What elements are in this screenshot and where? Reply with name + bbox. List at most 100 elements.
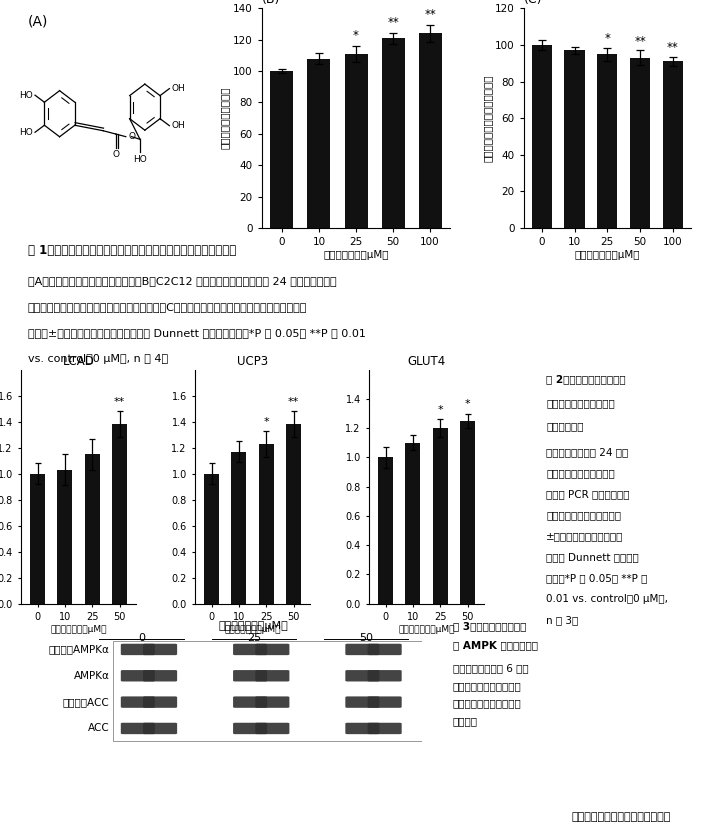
Text: HO: HO bbox=[20, 127, 33, 137]
X-axis label: ロスマリン酸（μM）: ロスマリン酸（μM） bbox=[324, 250, 388, 260]
FancyBboxPatch shape bbox=[367, 644, 402, 655]
Text: とした Dunnett 多重比較: とした Dunnett 多重比較 bbox=[546, 552, 639, 562]
Text: **: ** bbox=[424, 8, 436, 21]
Text: OH: OH bbox=[171, 122, 185, 130]
FancyBboxPatch shape bbox=[345, 722, 379, 734]
Text: **: ** bbox=[387, 16, 399, 28]
Text: **: ** bbox=[114, 397, 125, 407]
Bar bbox=[30, 473, 45, 603]
FancyBboxPatch shape bbox=[345, 670, 379, 681]
X-axis label: ロスマリン酸（μM）: ロスマリン酸（μM） bbox=[575, 250, 640, 260]
Title: GLUT4: GLUT4 bbox=[407, 355, 446, 369]
Text: 結果を示す。数値は平均値: 結果を示す。数値は平均値 bbox=[546, 510, 621, 520]
Text: OH: OH bbox=[171, 84, 185, 93]
FancyBboxPatch shape bbox=[233, 722, 267, 734]
FancyBboxPatch shape bbox=[233, 644, 267, 655]
Bar bbox=[286, 424, 301, 603]
Bar bbox=[532, 45, 552, 228]
Bar bbox=[307, 59, 331, 228]
Bar bbox=[405, 442, 420, 603]
Text: 後のタンパクをウエスタ: 後のタンパクをウエスタ bbox=[453, 681, 522, 691]
Text: ロスマリン酸処理 24 時間: ロスマリン酸処理 24 時間 bbox=[546, 447, 628, 457]
Text: vs. control（0 μM）, n ＝ 4。: vs. control（0 μM）, n ＝ 4。 bbox=[28, 354, 168, 364]
Bar bbox=[85, 454, 100, 603]
Text: た結果。: た結果。 bbox=[453, 716, 478, 727]
Text: HO: HO bbox=[133, 155, 147, 164]
Y-axis label: 脂肪酸酸化活性（％）: 脂肪酸酸化活性（％） bbox=[220, 87, 230, 149]
FancyBboxPatch shape bbox=[255, 696, 289, 708]
Title: LCAD: LCAD bbox=[63, 355, 94, 369]
Text: (B): (B) bbox=[262, 0, 280, 6]
Bar bbox=[378, 458, 393, 603]
Text: O: O bbox=[128, 132, 135, 141]
FancyBboxPatch shape bbox=[255, 644, 289, 655]
Text: 子の発現制御: 子の発現制御 bbox=[546, 422, 584, 431]
X-axis label: ロスマリン酸（μM）: ロスマリン酸（μM） bbox=[224, 625, 281, 634]
Text: HO: HO bbox=[20, 91, 33, 100]
Text: ロスマリン酸（μM）: ロスマリン酸（μM） bbox=[219, 621, 288, 631]
Bar bbox=[433, 428, 448, 603]
Bar bbox=[271, 71, 293, 228]
Text: O: O bbox=[112, 151, 119, 159]
Text: ACC: ACC bbox=[87, 723, 109, 733]
Text: エネルギー消費関連遅伝: エネルギー消費関連遅伝 bbox=[546, 398, 615, 408]
Text: 50: 50 bbox=[359, 633, 373, 643]
FancyBboxPatch shape bbox=[367, 696, 402, 708]
Text: 後の遅伝子発現をリアル: 後の遅伝子発現をリアル bbox=[546, 468, 615, 478]
Text: **: ** bbox=[634, 34, 646, 48]
Text: (C): (C) bbox=[524, 0, 542, 6]
Bar bbox=[419, 34, 441, 228]
Bar bbox=[112, 424, 127, 603]
Text: 図 3　ロスマリン酸によ: 図 3 ロスマリン酸によ bbox=[453, 621, 526, 631]
FancyBboxPatch shape bbox=[143, 722, 177, 734]
FancyBboxPatch shape bbox=[367, 670, 402, 681]
Bar bbox=[630, 58, 650, 228]
Bar bbox=[345, 54, 367, 228]
Title: UCP3: UCP3 bbox=[237, 355, 268, 369]
Bar bbox=[57, 470, 73, 603]
Text: 0.01 vs. control（0 μM）,: 0.01 vs. control（0 μM）, bbox=[546, 594, 668, 604]
Text: *: * bbox=[353, 29, 359, 42]
Text: *: * bbox=[465, 399, 470, 409]
Text: *: * bbox=[604, 32, 611, 45]
Bar bbox=[114, 641, 426, 741]
Text: **: ** bbox=[288, 397, 299, 407]
Bar bbox=[597, 54, 618, 228]
Text: タイム PCR 法で定量した: タイム PCR 法で定量した bbox=[546, 489, 630, 499]
FancyBboxPatch shape bbox=[121, 696, 155, 708]
FancyBboxPatch shape bbox=[143, 644, 177, 655]
FancyBboxPatch shape bbox=[143, 696, 177, 708]
Text: 図 2　ロスマリン酸による: 図 2 ロスマリン酸による bbox=[546, 375, 626, 385]
Text: （阿部大吾、齊藤武、野方洋一）: （阿部大吾、齊藤武、野方洋一） bbox=[572, 812, 671, 822]
Text: 0: 0 bbox=[138, 633, 145, 643]
FancyBboxPatch shape bbox=[143, 670, 177, 681]
Text: 図 1　ロスマリン酸による筋培養細胞のエネルギー消費促進効果: 図 1 ロスマリン酸による筋培養細胞のエネルギー消費促進効果 bbox=[28, 244, 236, 256]
Text: (A): (A) bbox=[27, 15, 48, 29]
Bar bbox=[381, 39, 405, 228]
FancyBboxPatch shape bbox=[233, 696, 267, 708]
Text: （A）ロスマリン酸の化学構造。　（B）C2C12 筋細胞をロスマリン酸で 24 時間処理した時: （A）ロスマリン酸の化学構造。 （B）C2C12 筋細胞をロスマリン酸で 24 … bbox=[28, 277, 336, 287]
Text: ±標準偏差。無処理を対照: ±標準偏差。無処理を対照 bbox=[546, 531, 623, 541]
Text: **: ** bbox=[667, 41, 679, 54]
Text: る AMPK 経路の活性化: る AMPK 経路の活性化 bbox=[453, 641, 538, 650]
Y-axis label: 培養上清グルコース濃度（％）: 培養上清グルコース濃度（％） bbox=[482, 75, 492, 162]
Text: リン酸化AMPKα: リン酸化AMPKα bbox=[49, 644, 109, 654]
Text: 平均値±標準偏差。無処理を対照とした Dunnett 多重比較検定。*P ＜ 0.05； **P ＜ 0.01: 平均値±標準偏差。無処理を対照とした Dunnett 多重比較検定。*P ＜ 0… bbox=[28, 328, 366, 338]
FancyBboxPatch shape bbox=[121, 670, 155, 681]
FancyBboxPatch shape bbox=[121, 644, 155, 655]
X-axis label: ロスマリン酸（μM）: ロスマリン酸（μM） bbox=[50, 625, 107, 634]
FancyBboxPatch shape bbox=[255, 670, 289, 681]
Text: 25: 25 bbox=[247, 633, 261, 643]
Bar bbox=[204, 473, 219, 603]
Bar bbox=[565, 50, 584, 228]
Text: ロスマリン酸処理 6 時間: ロスマリン酸処理 6 時間 bbox=[453, 664, 528, 674]
Text: リン酸化ACC: リン酸化ACC bbox=[63, 697, 109, 707]
Text: AMPKα: AMPKα bbox=[73, 670, 109, 680]
FancyBboxPatch shape bbox=[121, 722, 155, 734]
Text: の消費された脂肪酸（パルミチン酸）量。　（C）培養上清中の糖（グルコース）量。数値は: の消費された脂肪酸（パルミチン酸）量。 （C）培養上清中の糖（グルコース）量。数… bbox=[28, 303, 307, 313]
Bar bbox=[663, 61, 683, 228]
Text: *: * bbox=[264, 416, 269, 427]
Bar bbox=[231, 452, 247, 603]
Text: ンブロット分析で検出し: ンブロット分析で検出し bbox=[453, 699, 522, 709]
FancyBboxPatch shape bbox=[255, 722, 289, 734]
